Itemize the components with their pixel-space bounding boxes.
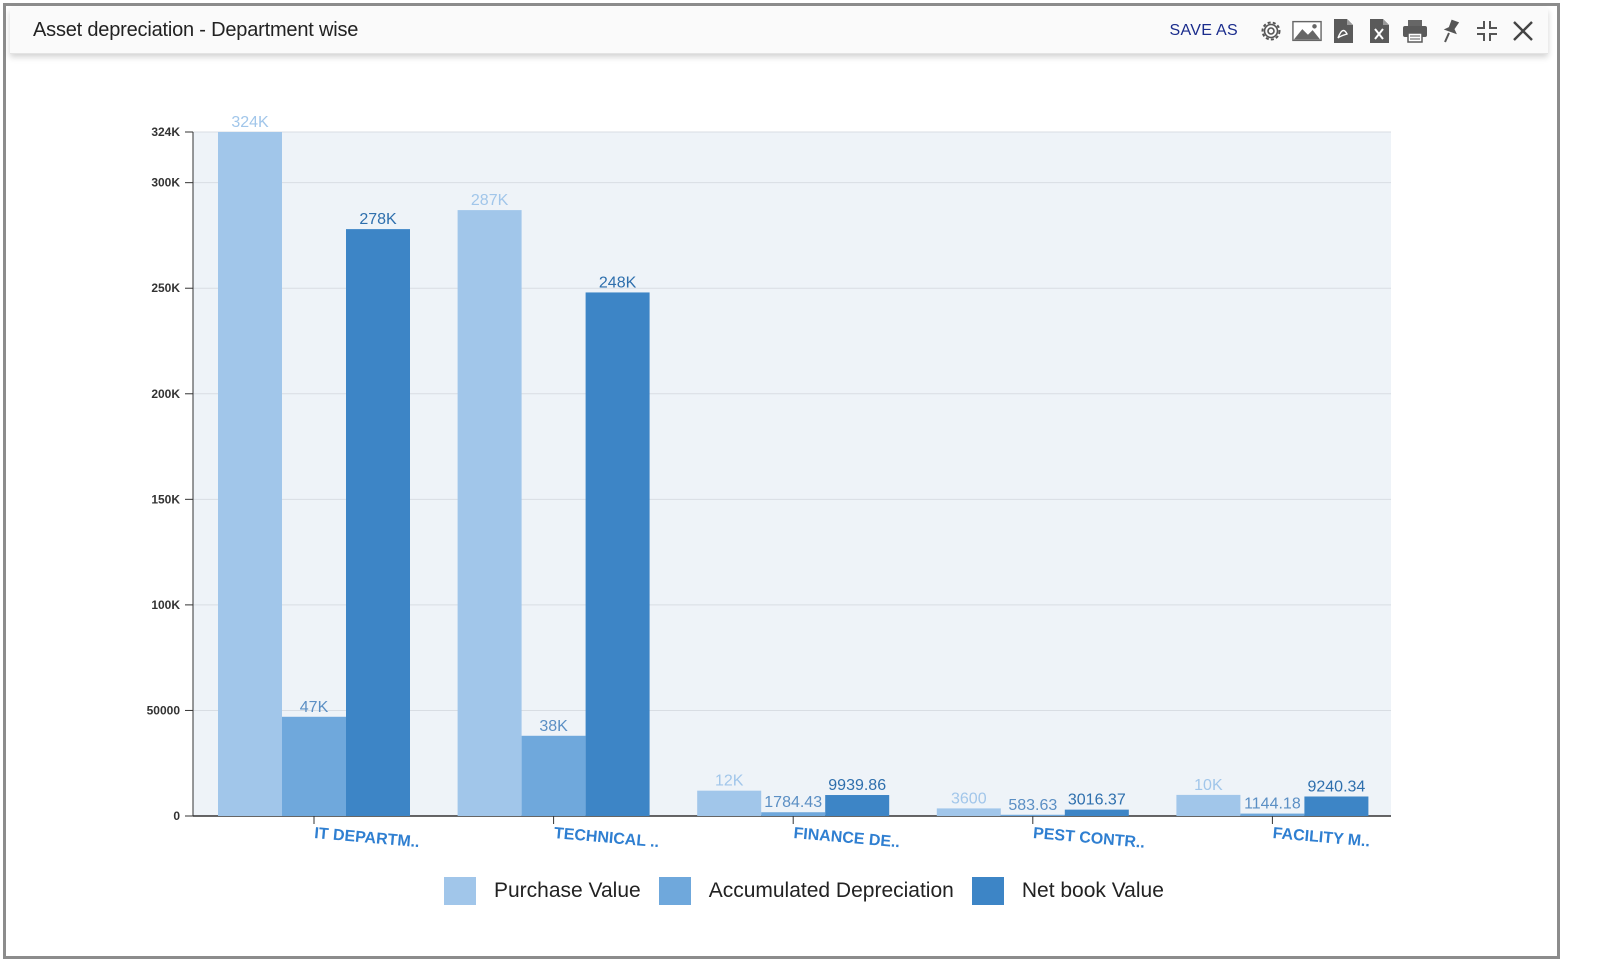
- data-label: 38K: [539, 718, 568, 735]
- pdf-icon[interactable]: [1328, 16, 1358, 46]
- bar: [936, 808, 1001, 816]
- data-label: 583.63: [1008, 797, 1057, 814]
- x-tick-label: TECHNICAL ..: [553, 825, 660, 851]
- bar: [761, 812, 826, 816]
- bar: [521, 735, 586, 816]
- y-tick-label: 50000: [147, 703, 181, 717]
- window-header: Asset depreciation - Department wise SAV…: [10, 8, 1548, 54]
- bar: [457, 210, 522, 817]
- x-tick-label: FINANCE DE..: [793, 825, 901, 851]
- data-label: 1784.43: [764, 794, 822, 811]
- image-icon[interactable]: [1292, 16, 1322, 46]
- bar: [1064, 809, 1129, 816]
- data-label: 248K: [599, 274, 637, 291]
- x-tick-label: IT DEPARTM..: [314, 825, 421, 851]
- x-tick-label: FACILITY M..: [1272, 825, 1371, 850]
- legend-item-net-book-value[interactable]: Net book Value: [971, 877, 1164, 905]
- toolbar: SAVE AS: [1169, 15, 1538, 47]
- bar: [825, 795, 890, 816]
- bar: [585, 292, 650, 816]
- y-tick-label: 250K: [151, 281, 180, 295]
- collapse-icon[interactable]: [1472, 16, 1502, 46]
- chart-legend: Purchase Value Accumulated Depreciation …: [444, 877, 1182, 905]
- legend-swatch: [444, 877, 476, 905]
- bar: [697, 790, 762, 816]
- data-label: 278K: [359, 211, 397, 228]
- print-icon[interactable]: [1400, 16, 1430, 46]
- bar: [1240, 813, 1305, 816]
- legend-label: Accumulated Depreciation: [708, 879, 954, 902]
- data-label: 324K: [231, 114, 269, 131]
- legend-swatch: [658, 877, 691, 905]
- data-label: 3016.37: [1068, 792, 1126, 809]
- data-label: 12K: [715, 773, 744, 790]
- bar: [1176, 794, 1241, 816]
- y-tick-label: 324K: [151, 125, 180, 139]
- bar: [1000, 814, 1065, 816]
- legend-label: Net book Value: [1021, 879, 1164, 902]
- bar: [282, 716, 346, 816]
- y-tick-label: 100K: [151, 598, 180, 612]
- legend-item-accumulated-depreciation[interactable]: Accumulated Depreciation: [658, 877, 954, 905]
- pin-icon[interactable]: [1436, 16, 1466, 46]
- data-label: 3600: [951, 790, 987, 807]
- data-label: 9939.86: [828, 777, 886, 794]
- gear-icon[interactable]: [1256, 16, 1286, 46]
- legend-item-purchase-value[interactable]: Purchase Value: [444, 877, 641, 905]
- y-tick-label: 0: [173, 809, 180, 823]
- data-label: 10K: [1194, 777, 1223, 794]
- data-label: 9240.34: [1307, 778, 1365, 795]
- y-tick-label: 150K: [151, 492, 180, 506]
- x-tick-label: PEST CONTR..: [1032, 825, 1145, 852]
- data-label: 287K: [471, 192, 509, 209]
- save-as-button[interactable]: SAVE AS: [1169, 22, 1238, 39]
- close-icon[interactable]: [1508, 16, 1538, 46]
- y-tick-label: 300K: [151, 176, 180, 190]
- excel-icon[interactable]: [1364, 16, 1394, 46]
- legend-swatch: [971, 877, 1004, 905]
- window-title: Asset depreciation - Department wise: [33, 19, 359, 41]
- bar: [1304, 796, 1369, 816]
- bar: [218, 132, 282, 816]
- data-label: 47K: [300, 699, 329, 716]
- legend-label: Purchase Value: [494, 879, 641, 902]
- y-tick-label: 200K: [151, 387, 180, 401]
- data-label: 1144.18: [1244, 796, 1301, 813]
- bar: [346, 229, 410, 817]
